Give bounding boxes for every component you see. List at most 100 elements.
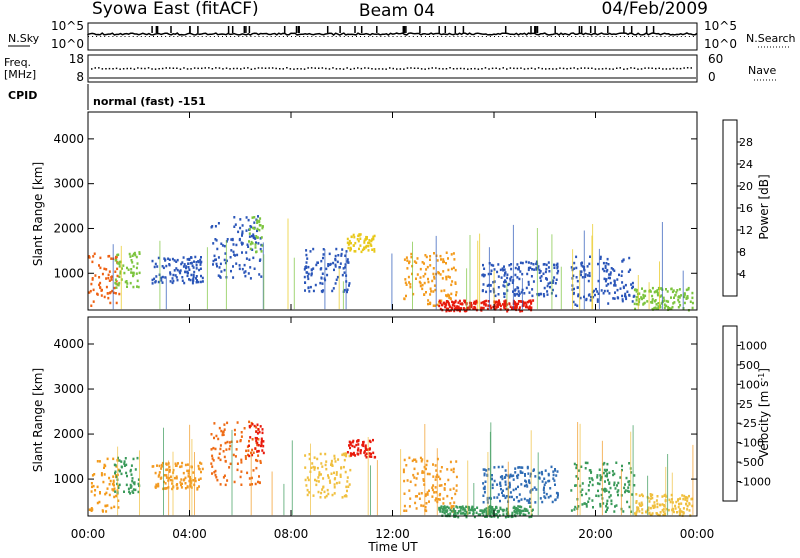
scatter-cell: [322, 289, 325, 292]
scatter-streak: [117, 446, 119, 516]
scatter-cell: [449, 512, 452, 515]
scatter-cell: [518, 293, 520, 297]
scatter-cell: [123, 271, 126, 275]
scatter-cell: [160, 463, 163, 467]
scatter-cell: [425, 268, 428, 271]
scatter-cell: [155, 483, 158, 486]
noise-search-dot: [108, 36, 110, 37]
scatter-cell: [432, 484, 435, 487]
scatter-cell: [259, 459, 262, 463]
scatter-cell: [501, 494, 504, 497]
scatter-cell: [517, 268, 520, 271]
scatter-cell: [577, 294, 580, 298]
scatter-cell: [442, 502, 445, 505]
scatter-cell: [599, 474, 602, 477]
scatter-cell: [333, 471, 335, 475]
velocity-colorbar-label: Velocity [m s-1]: [757, 368, 771, 458]
scatter-cell: [513, 301, 515, 305]
scatter-cell: [192, 277, 195, 281]
noise-sky-label: N.Sky: [8, 32, 40, 45]
scatter-cell: [512, 488, 515, 492]
scatter-cell: [437, 271, 440, 274]
noise-search-dot: [453, 36, 455, 37]
scatter-cell: [365, 456, 368, 459]
frequency-dot: [580, 67, 582, 69]
scatter-cell: [580, 264, 583, 267]
frequency-dot: [236, 67, 238, 70]
scatter-cell: [404, 278, 407, 281]
scatter-cell: [433, 284, 436, 287]
scatter-cell: [425, 255, 428, 259]
scatter-cell: [105, 285, 108, 289]
scatter-cell: [537, 265, 540, 268]
scatter-cell: [125, 471, 128, 475]
scatter-cell: [503, 268, 506, 271]
scatter-cell: [529, 475, 532, 478]
scatter-cell: [680, 510, 683, 513]
scatter-cell: [105, 268, 108, 271]
scatter-cell: [244, 270, 247, 273]
scatter-cell: [305, 265, 308, 268]
scatter-cell: [511, 513, 514, 516]
scatter-cell: [613, 269, 616, 272]
nave-label: Nave: [748, 64, 776, 77]
scatter-cell: [260, 437, 263, 440]
scatter-cell: [115, 286, 118, 289]
scatter-cell: [200, 470, 202, 474]
scatter-cell: [529, 501, 532, 505]
noise-search-dot: [591, 36, 593, 37]
scatter-cell: [91, 485, 93, 489]
scatter-cell: [304, 466, 307, 469]
scatter-cell: [256, 219, 259, 222]
scatter-cell: [483, 485, 486, 489]
frequency-dot: [470, 68, 472, 70]
frequency-dot: [644, 67, 646, 69]
scatter-cell: [408, 261, 410, 265]
scatter-cell: [651, 299, 654, 302]
scatter-cell: [252, 469, 255, 472]
scatter-cell: [494, 308, 497, 311]
scatter-cell: [513, 498, 515, 501]
scatter-cell: [153, 265, 156, 269]
scatter-streak: [536, 228, 538, 310]
scatter-cell: [259, 258, 262, 261]
scatter-cell: [192, 479, 195, 482]
scatter-cell: [607, 276, 610, 280]
scatter-cell: [626, 489, 629, 493]
scatter-cell: [502, 284, 505, 287]
scatter-cell: [681, 494, 684, 497]
scatter-cell: [180, 478, 183, 481]
scatter-cell: [368, 452, 371, 455]
scatter-cell: [499, 475, 502, 479]
scatter-cell: [182, 471, 185, 475]
scatter-cell: [634, 288, 637, 291]
scatter-streak: [488, 247, 490, 310]
scatter-cell: [184, 270, 187, 274]
noise-search-dot: [692, 36, 694, 37]
scatter-cell: [552, 477, 555, 480]
scatter-cell: [627, 270, 630, 273]
scatter-cell: [335, 473, 338, 476]
frequency-dot: [186, 68, 189, 70]
colorbar-tick-label: 500: [739, 359, 760, 372]
scatter-cell: [595, 494, 598, 497]
scatter-cell: [217, 222, 220, 225]
scatter-cell: [357, 234, 360, 238]
y-tick-label: 3000: [53, 177, 84, 191]
scatter-cell: [624, 295, 627, 299]
noise-search-dot: [526, 36, 528, 37]
scatter-cell: [515, 506, 518, 510]
scatter-cell: [647, 496, 650, 500]
scatter-cell: [589, 299, 592, 302]
frequency-dot: [318, 67, 320, 69]
scatter-cell: [220, 270, 223, 273]
scatter-cell: [348, 454, 351, 458]
scatter-cell: [490, 269, 493, 272]
scatter-cell: [651, 504, 654, 508]
scatter-cell: [625, 476, 628, 480]
scatter-streak: [191, 439, 193, 516]
scatter-cell: [627, 490, 630, 493]
noise-search-dot: [364, 36, 366, 37]
scatter-cell: [621, 281, 624, 284]
scatter-cell: [482, 263, 484, 267]
